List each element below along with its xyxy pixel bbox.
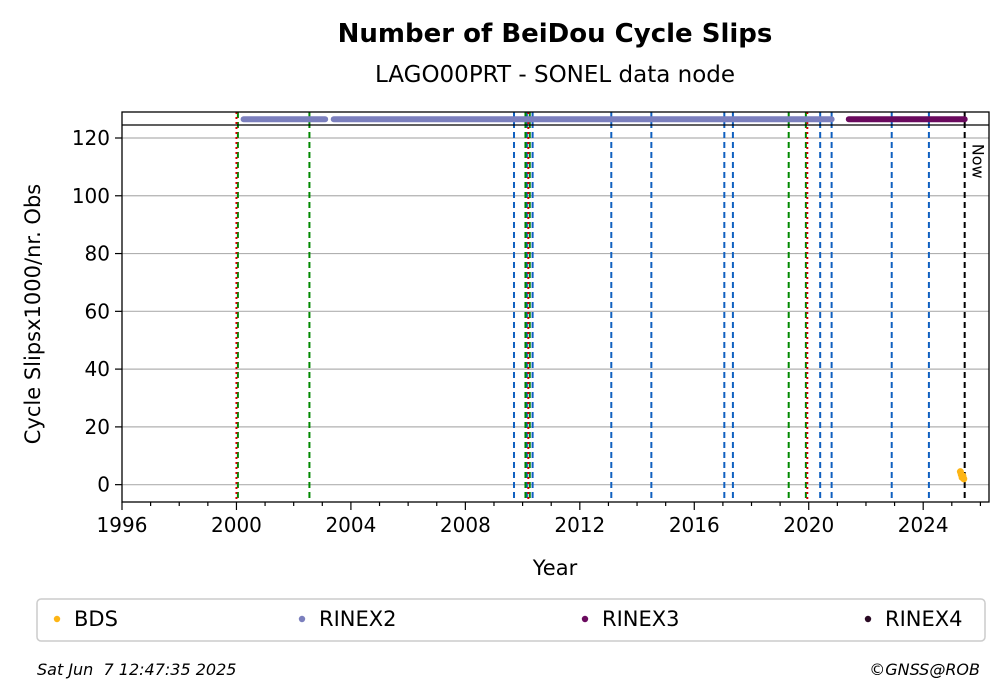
x-tick-label: 2012 <box>554 513 605 537</box>
x-tick-label: 1996 <box>97 513 148 537</box>
legend-marker <box>53 615 61 623</box>
legend-label: BDS <box>74 607 118 631</box>
y-tick-label: 100 <box>72 184 110 208</box>
legend-marker <box>581 615 589 623</box>
now-annotation: Now <box>969 144 988 179</box>
y-tick-label: 80 <box>85 242 110 266</box>
y-tick-label: 120 <box>72 126 110 150</box>
y-tick-label: 0 <box>97 473 110 497</box>
x-tick-label: 2016 <box>669 513 720 537</box>
x-tick-label: 2004 <box>325 513 376 537</box>
footer-timestamp: Sat Jun 7 12:47:35 2025 <box>37 660 236 679</box>
event-lines <box>235 112 966 502</box>
chart-title: Number of BeiDou Cycle Slips <box>338 19 773 49</box>
chart-subtitle: LAGO00PRT - SONEL data node <box>375 62 735 88</box>
x-tick-label: 2000 <box>211 513 262 537</box>
footer-credit: ©GNSS@ROB <box>869 660 980 679</box>
y-tick-label: 40 <box>85 357 110 381</box>
y-axis-label: Cycle Slipsx1000/nr. Obs <box>21 184 45 444</box>
legend-label: RINEX2 <box>319 607 397 631</box>
legend-box <box>36 598 986 642</box>
bds-point <box>960 475 968 483</box>
x-axis-label: Year <box>532 556 578 580</box>
y-tick-label: 60 <box>85 299 110 323</box>
y-axis-ticks: 0 20 40 60 80 100 120 <box>72 126 122 497</box>
legend-marker <box>298 615 306 623</box>
x-tick-label: 2024 <box>898 513 949 537</box>
legend: BDS RINEX2 RINEX3 RINEX4 <box>53 607 963 631</box>
legend-marker <box>864 615 872 623</box>
grid-lines <box>122 137 989 486</box>
legend-label: RINEX4 <box>885 607 963 631</box>
x-tick-label: 2020 <box>783 513 834 537</box>
plot-frame <box>121 111 990 503</box>
x-tick-label: 2008 <box>440 513 491 537</box>
legend-label: RINEX3 <box>602 607 680 631</box>
x-axis-ticks: 1996 2000 2004 2008 2012 2016 2020 2024 <box>97 502 982 537</box>
data-points <box>956 468 968 483</box>
y-tick-label: 20 <box>85 415 110 439</box>
